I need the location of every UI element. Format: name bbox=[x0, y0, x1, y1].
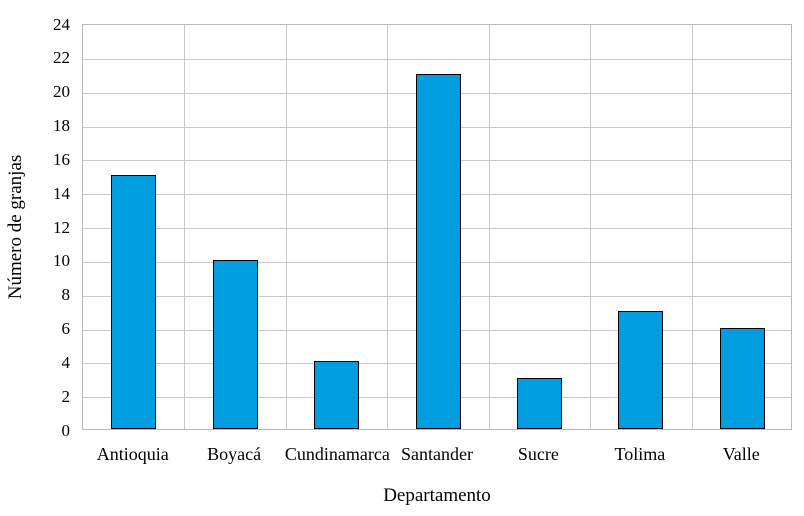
y-tick-label: 24 bbox=[53, 14, 70, 34]
bar-antioquia bbox=[111, 175, 157, 429]
bar-sucre bbox=[516, 378, 562, 429]
x-category-label: Cundinamarca bbox=[284, 444, 390, 464]
y-tick-label: 18 bbox=[53, 116, 70, 135]
bar-boyacá bbox=[212, 259, 258, 429]
y-tick-label: 8 bbox=[61, 285, 71, 305]
bar-cundinamarca bbox=[314, 361, 360, 429]
x-category-label: Tolima bbox=[614, 444, 666, 464]
x-category-label: Santander bbox=[401, 444, 473, 464]
vertical-gridline bbox=[387, 25, 389, 429]
vertical-gridline bbox=[691, 25, 693, 429]
plot-area bbox=[82, 24, 792, 430]
vertical-gridline bbox=[488, 25, 490, 429]
y-tick-label: 2 bbox=[61, 386, 71, 406]
bar-santander bbox=[415, 73, 461, 429]
vertical-gridline bbox=[590, 25, 592, 429]
y-tick-label: 10 bbox=[53, 251, 70, 271]
y-tick-label: 20 bbox=[53, 82, 70, 102]
y-tick-label: 22 bbox=[53, 48, 70, 68]
x-axis-title: Departamento bbox=[383, 485, 491, 506]
x-category-label: Valle bbox=[722, 444, 760, 464]
bar-tolima bbox=[618, 310, 664, 429]
y-tick-label: 0 bbox=[61, 420, 71, 440]
y-tick-label: 14 bbox=[53, 183, 70, 203]
y-tick-label: 4 bbox=[61, 352, 71, 372]
x-category-label: Sucre bbox=[517, 444, 559, 464]
y-tick-label: 16 bbox=[53, 149, 70, 169]
y-tick-label: 12 bbox=[53, 217, 70, 237]
horizontal-gridline bbox=[83, 58, 791, 60]
x-category-label: Boyacá bbox=[207, 444, 262, 464]
x-category-label: Antioquia bbox=[96, 444, 169, 464]
y-tick-label: 6 bbox=[61, 319, 71, 338]
vertical-gridline bbox=[184, 25, 186, 429]
bar-valle bbox=[719, 327, 765, 429]
vertical-gridline bbox=[285, 25, 287, 429]
